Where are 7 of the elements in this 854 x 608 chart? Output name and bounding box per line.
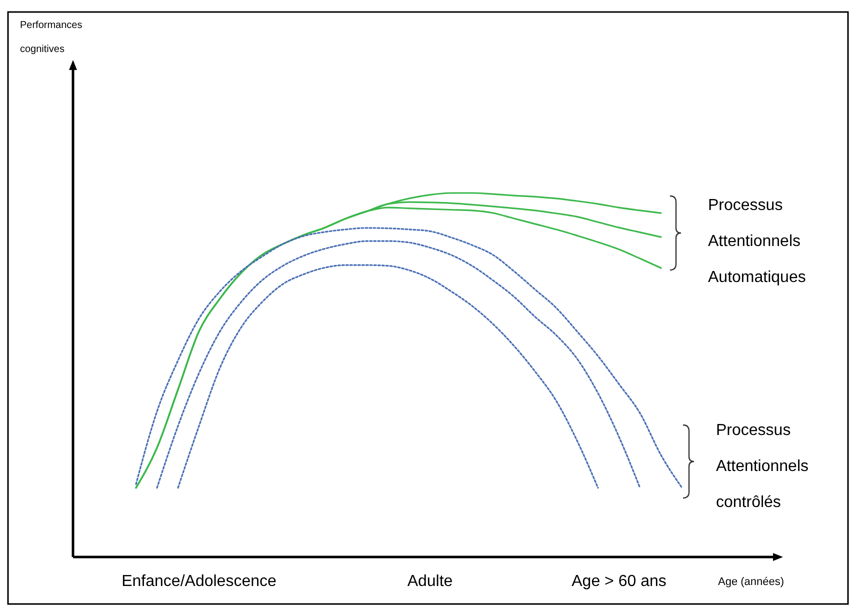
x-axis-title: Age (années) bbox=[718, 576, 784, 588]
x-tick-label: Adulte bbox=[407, 573, 453, 590]
text: Performances cognitives bbox=[20, 20, 82, 55]
annotation: Processus Attentionnels contrôlés bbox=[716, 422, 809, 511]
annotation: Processus Attentionnels Automatiques bbox=[708, 197, 806, 286]
x-tick-label: Age > 60 ans bbox=[572, 573, 666, 590]
x-tick-label: Enfance/Adolescence bbox=[122, 573, 276, 590]
